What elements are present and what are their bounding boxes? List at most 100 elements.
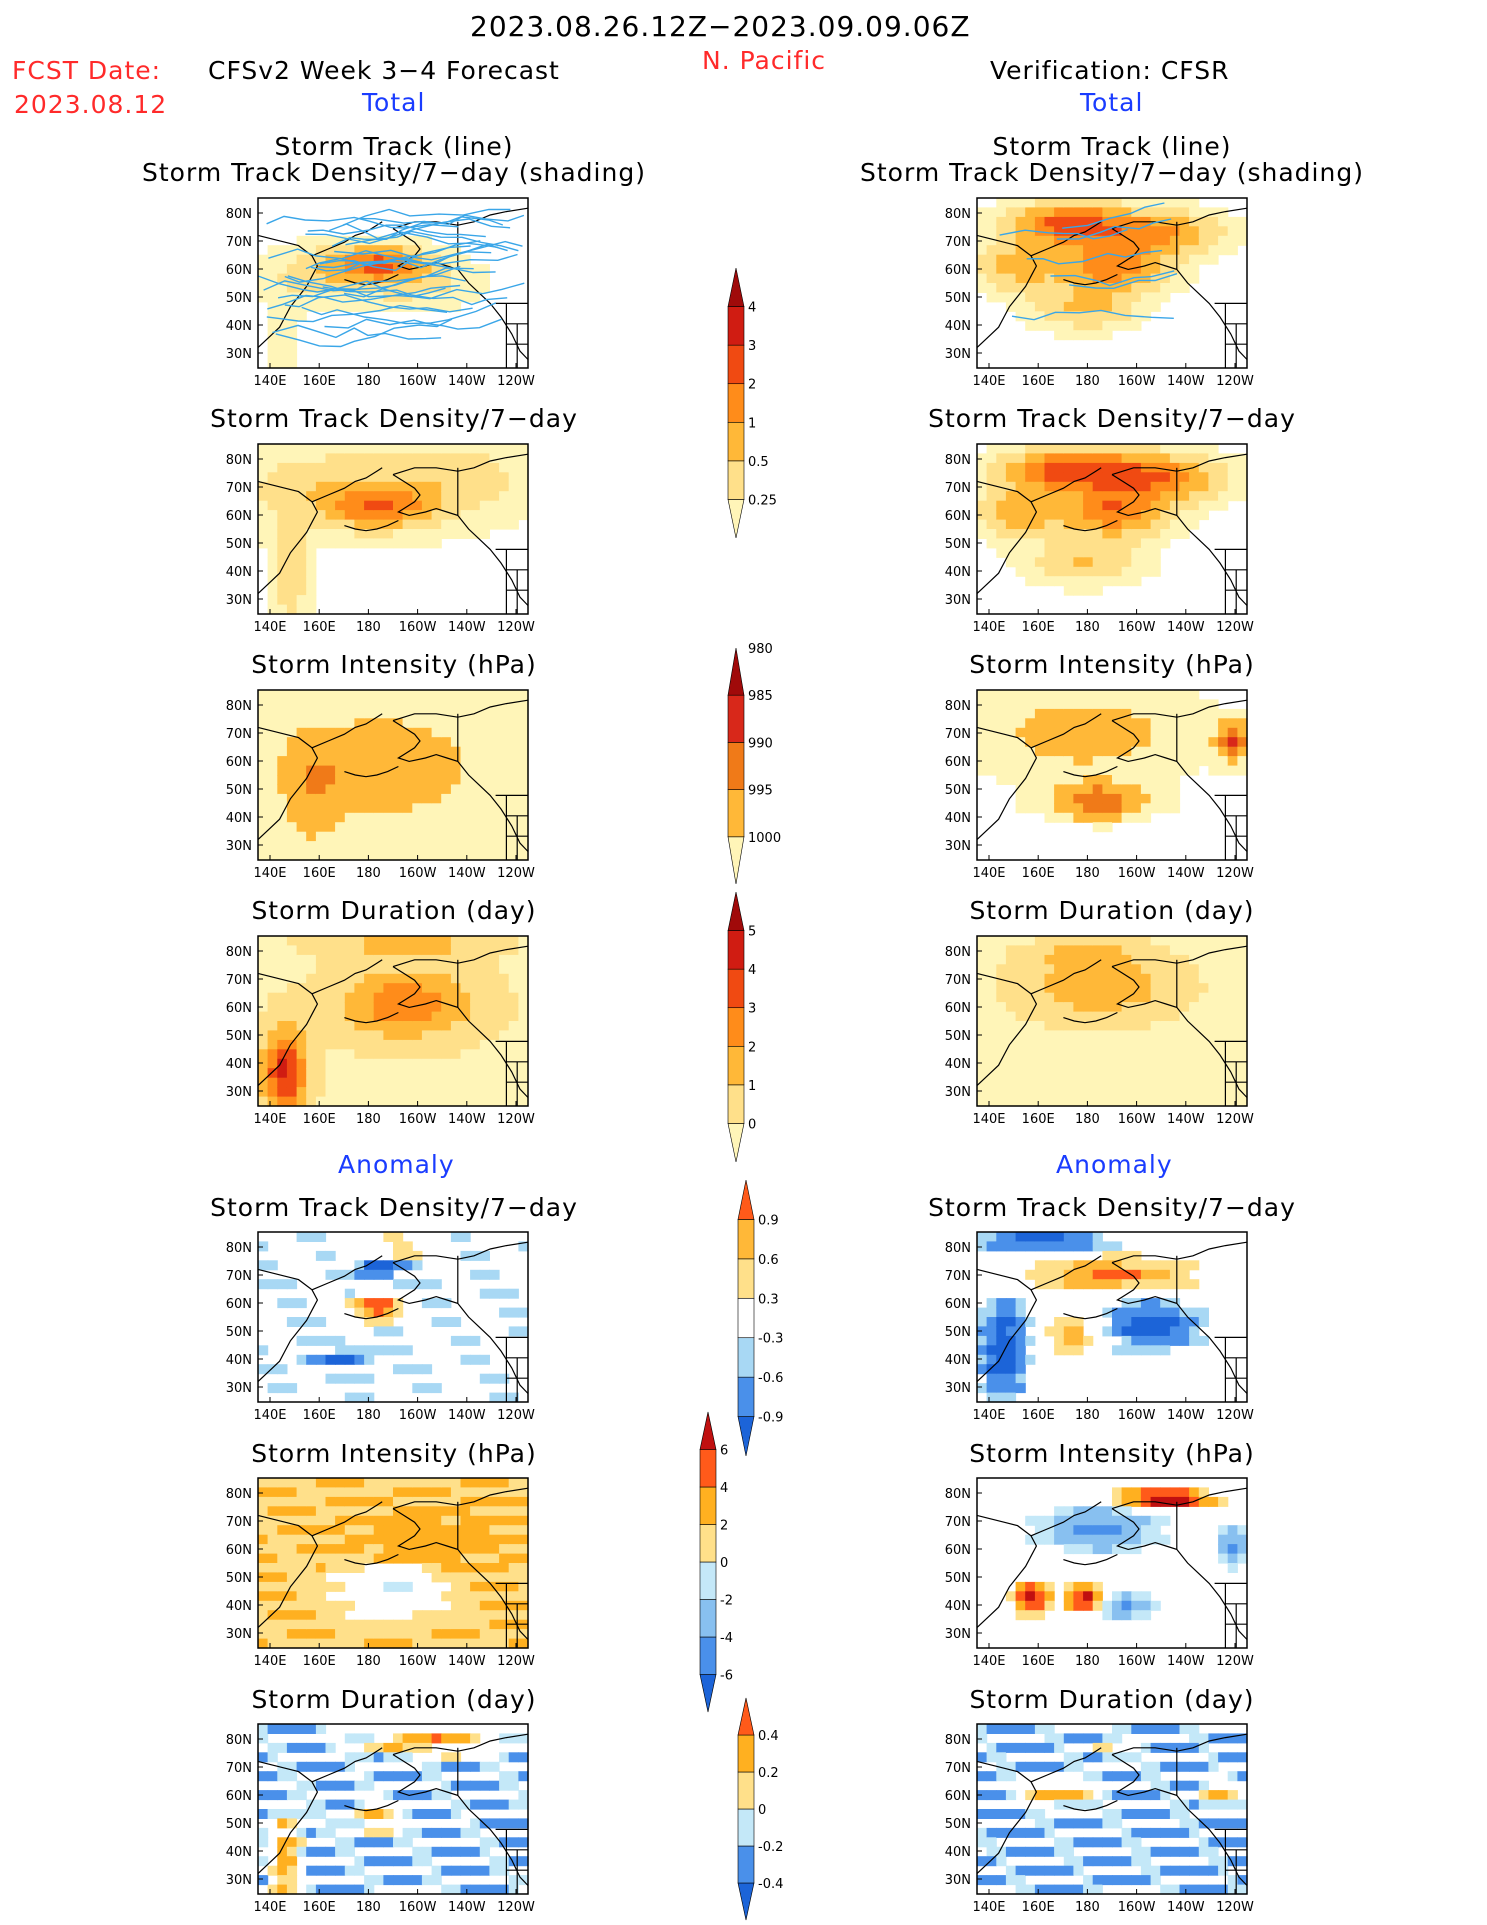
grid-cell bbox=[1092, 1096, 1103, 1107]
grid-cell bbox=[1169, 1761, 1181, 1772]
grid-cell bbox=[393, 822, 404, 833]
grid-cell bbox=[1150, 964, 1161, 975]
grid-cell bbox=[460, 756, 471, 767]
grid-cell bbox=[508, 992, 519, 1003]
grid-cell bbox=[296, 529, 307, 539]
grid-cell bbox=[277, 1534, 288, 1545]
y-tick-label: 70N bbox=[226, 727, 252, 742]
grid-cell bbox=[1189, 1279, 1200, 1290]
grid-cell bbox=[1179, 1326, 1190, 1337]
grid-cell bbox=[335, 1515, 346, 1526]
grid-cell bbox=[1198, 964, 1209, 975]
grid-cell bbox=[344, 765, 355, 776]
forecast-anomaly-label: Anomaly bbox=[338, 1150, 455, 1179]
grid-cell bbox=[1150, 1771, 1161, 1782]
grid-cell bbox=[267, 1884, 278, 1895]
grid-cell bbox=[1189, 1096, 1200, 1107]
grid-cell bbox=[325, 1039, 336, 1050]
grid-cell bbox=[277, 708, 288, 719]
grid-cell bbox=[1131, 491, 1142, 502]
grid-cell bbox=[1005, 1096, 1017, 1107]
grid-cell bbox=[258, 1619, 269, 1630]
grid-cell bbox=[1005, 235, 1017, 246]
grid-cell bbox=[344, 1506, 355, 1517]
grid-cell bbox=[1121, 320, 1132, 331]
grid-cell bbox=[499, 1039, 510, 1050]
grid-cell bbox=[1169, 992, 1181, 1003]
grid-cell bbox=[1169, 1011, 1181, 1022]
grid-cell bbox=[296, 1077, 307, 1088]
grid-cell bbox=[315, 472, 327, 483]
grid-cell bbox=[412, 1383, 423, 1394]
grid-cell bbox=[296, 1780, 307, 1791]
grid-cell bbox=[267, 812, 278, 823]
grid-cell bbox=[412, 510, 423, 521]
grid-cell bbox=[306, 283, 317, 293]
grid-cell bbox=[518, 983, 529, 994]
grid-cell bbox=[1102, 812, 1113, 823]
grid-cell bbox=[286, 481, 298, 492]
x-tick-label: 160W bbox=[399, 1654, 437, 1669]
grid-cell bbox=[450, 1077, 462, 1088]
grid-cell bbox=[1169, 737, 1181, 748]
grid-cell bbox=[296, 1591, 307, 1602]
grid-cell bbox=[1015, 756, 1026, 767]
grid-cell bbox=[1073, 481, 1084, 492]
grid-cell bbox=[306, 453, 317, 464]
grid-cell bbox=[364, 1260, 375, 1271]
grid-cell bbox=[986, 1011, 997, 1022]
grid-cell bbox=[996, 1809, 1007, 1819]
y-tick-label: 60N bbox=[945, 509, 971, 524]
grid-cell bbox=[1025, 207, 1036, 218]
grid-cell bbox=[460, 1002, 471, 1013]
x-tick-label: 160E bbox=[1022, 620, 1055, 635]
grid-cell bbox=[1073, 1030, 1084, 1041]
grid-cell bbox=[1025, 576, 1036, 587]
grid-cell bbox=[315, 775, 327, 785]
grid-cell bbox=[1169, 803, 1181, 814]
grid-cell bbox=[421, 737, 433, 748]
grid-cell bbox=[412, 784, 423, 795]
grid-cell bbox=[383, 812, 394, 823]
grid-cell bbox=[1044, 292, 1055, 303]
x-tick-label: 140E bbox=[253, 374, 286, 389]
grid-cell bbox=[277, 1761, 288, 1772]
grid-cell bbox=[1092, 462, 1103, 473]
grid-cell bbox=[402, 444, 413, 454]
grid-cell bbox=[450, 1478, 462, 1488]
grid-cell bbox=[296, 793, 307, 804]
grid-cell bbox=[1025, 566, 1036, 577]
grid-cell bbox=[996, 1317, 1007, 1327]
grid-cell bbox=[1054, 1279, 1065, 1290]
grid-cell bbox=[1150, 1761, 1161, 1772]
grid-cell bbox=[1121, 1837, 1132, 1848]
grid-cell bbox=[431, 453, 442, 464]
grid-cell bbox=[1063, 964, 1074, 975]
grid-cell bbox=[508, 690, 519, 700]
grid-cell bbox=[315, 1572, 327, 1583]
grid-cell bbox=[383, 1049, 394, 1060]
grid-cell bbox=[354, 746, 365, 757]
grid-cell bbox=[393, 765, 404, 776]
grid-cell bbox=[364, 699, 375, 710]
grid-cell bbox=[421, 1544, 433, 1555]
grid-cell bbox=[315, 1077, 327, 1088]
y-tick-label: 60N bbox=[226, 263, 252, 278]
grid-cell bbox=[296, 746, 307, 757]
grid-cell bbox=[1073, 1752, 1084, 1763]
grid-cell bbox=[489, 822, 500, 833]
grid-cell bbox=[479, 765, 490, 776]
grid-cell bbox=[1131, 1058, 1142, 1069]
grid-cell bbox=[1198, 699, 1209, 710]
grid-cell bbox=[373, 245, 384, 256]
grid-cell bbox=[1140, 1307, 1152, 1318]
grid-cell bbox=[431, 519, 442, 530]
grid-cell bbox=[373, 1269, 384, 1280]
grid-cell bbox=[325, 1515, 336, 1526]
grid-cell bbox=[1237, 1002, 1248, 1013]
grid-cell bbox=[1160, 699, 1171, 710]
grid-cell bbox=[499, 1600, 510, 1611]
grid-cell bbox=[1189, 235, 1200, 246]
grid-cell bbox=[1083, 983, 1094, 994]
grid-cell bbox=[306, 1610, 317, 1621]
